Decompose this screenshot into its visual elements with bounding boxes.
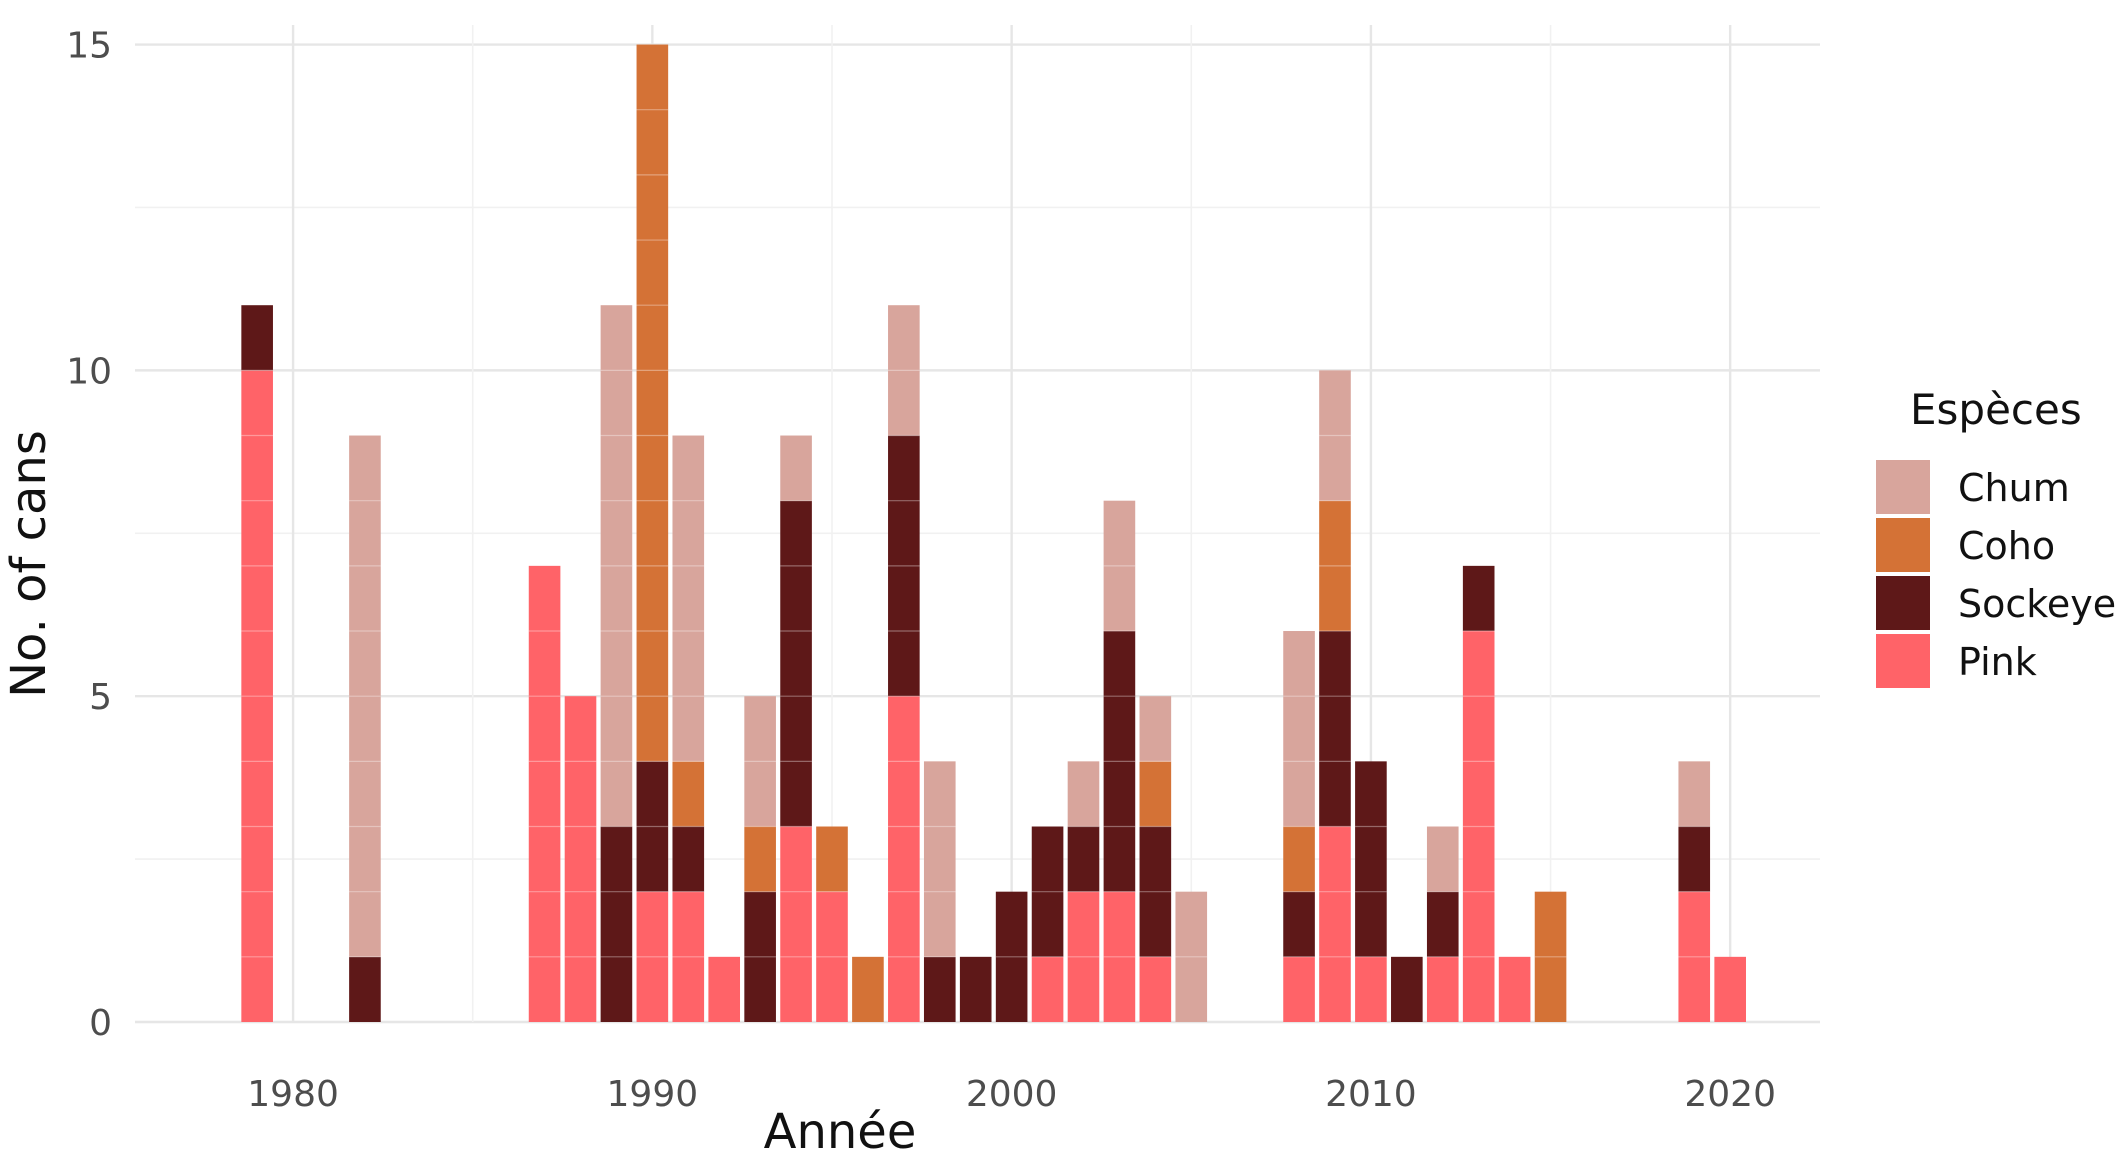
x-tick-label: 2000 [966,1074,1058,1115]
bar-pink-1994 [780,826,812,1022]
bar-pink-1995 [816,891,848,1022]
legend: Espèces Chum Coho Sockeye Pink [1876,385,2116,688]
bar-coho-1996 [852,956,884,1022]
bar-sockeye-2009 [1319,631,1351,827]
x-tick-labels: 1980 1990 2000 2010 2020 [247,1074,1776,1115]
legend-label-coho: Coho [1958,524,2055,568]
bar-sockeye-1990 [636,761,669,892]
legend-swatch-chum [1876,460,1930,514]
bar-chum-1993 [744,696,776,827]
bar-coho-2008 [1283,826,1315,892]
bar-sockeye-2003 [1103,631,1136,892]
x-tick-label: 1990 [607,1074,699,1115]
bar-sockeye-2004 [1139,826,1172,957]
bar-pink-2001 [1031,956,1064,1022]
bar-sockeye-2013 [1462,565,1495,632]
legend-label-pink: Pink [1958,640,2037,684]
x-tick-label: 2010 [1325,1074,1417,1115]
bar-pink-1979 [241,370,273,1022]
bar-chum-2012 [1426,826,1459,892]
bar-pink-2010 [1355,956,1387,1022]
bar-chum-1982 [349,435,381,957]
bars [241,44,1746,1022]
bar-sockeye-1993 [744,891,776,1022]
grid-lines [135,25,1820,1024]
legend-label-chum: Chum [1958,466,2070,510]
x-tick-label: 2020 [1684,1074,1776,1115]
bar-pink-2002 [1067,891,1100,1022]
bar-pink-1997 [888,696,920,1022]
y-tick-labels: 0 5 10 15 [66,26,112,1044]
y-tick-label: 10 [66,351,112,392]
bar-sockeye-2011 [1391,956,1423,1022]
bar-pink-1988 [564,696,597,1022]
legend-swatch-coho [1876,518,1930,572]
bar-pink-2012 [1426,956,1459,1022]
bar-chum-2003 [1103,500,1136,632]
y-tick-label: 5 [89,677,112,718]
bar-coho-1993 [744,826,776,892]
bar-chum-2004 [1139,696,1172,762]
bar-sockeye-1982 [349,956,381,1022]
bar-sockeye-1997 [888,435,920,697]
bar-sockeye-2002 [1067,826,1100,892]
bar-sockeye-1989 [600,826,633,1022]
bar-coho-1991 [672,761,705,827]
bar-chum-2019 [1678,761,1711,827]
bar-pink-1992 [708,956,741,1022]
bar-chum-1998 [923,761,956,957]
bar-pink-2008 [1283,956,1315,1022]
bar-coho-1995 [816,826,848,892]
x-tick-label: 1980 [247,1074,339,1115]
y-axis-title: No. of cans [1,430,57,698]
bar-chum-1994 [780,435,812,501]
legend-swatch-sockeye [1876,576,1930,630]
bar-pink-2019 [1678,891,1711,1022]
x-axis-title: Année [764,1104,917,1160]
bar-chum-2002 [1067,761,1100,827]
bar-coho-1990 [636,44,669,762]
y-tick-label: 0 [89,1003,112,1044]
bar-sockeye-1994 [780,500,812,827]
bar-pink-2009 [1319,826,1351,1022]
bar-chum-1991 [672,435,705,762]
bar-chum-2005 [1175,891,1208,1022]
bar-sockeye-1979 [241,305,273,371]
legend-swatch-pink [1876,634,1930,688]
bar-pink-2013 [1462,631,1495,1022]
bar-pink-2020 [1714,956,1746,1022]
bar-sockeye-2000 [995,891,1028,1022]
bar-chum-2009 [1319,370,1351,501]
bar-pink-1987 [528,565,561,1022]
bar-sockeye-2010 [1355,761,1387,957]
bar-sockeye-1991 [672,826,705,892]
legend-title: Espèces [1910,385,2082,434]
legend-label-sockeye: Sockeye [1958,582,2116,626]
bar-sockeye-2019 [1678,826,1711,892]
bar-pink-2003 [1103,891,1136,1022]
y-tick-label: 15 [66,26,112,67]
bar-coho-2009 [1319,500,1351,632]
bar-pink-2004 [1139,956,1172,1022]
bar-sockeye-2008 [1283,891,1315,957]
bar-sockeye-2001 [1031,826,1064,957]
bar-coho-2015 [1534,891,1567,1022]
bar-pink-1991 [672,891,705,1022]
bar-pink-1990 [636,891,669,1022]
bar-sockeye-1999 [959,956,992,1022]
bar-sockeye-2012 [1426,891,1459,957]
bar-chum-1997 [888,305,920,436]
bar-chum-1989 [600,305,633,827]
bar-sockeye-1998 [923,956,956,1022]
bar-coho-2004 [1139,761,1172,827]
bar-pink-2014 [1498,956,1531,1022]
bar-chum-2008 [1283,631,1315,827]
